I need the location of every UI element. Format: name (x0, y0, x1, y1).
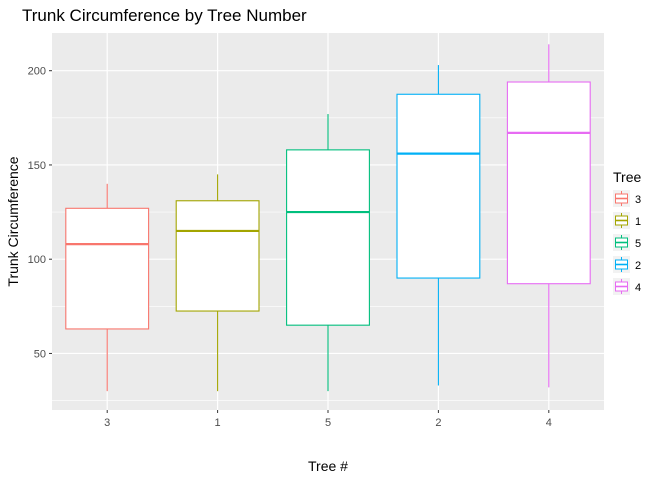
box-tree-4 (506, 44, 591, 388)
y-tick-label: 100 (28, 254, 46, 266)
box-iqr (506, 81, 591, 285)
box-iqr (175, 200, 260, 312)
legend-label: 1 (635, 216, 641, 228)
x-axis: 3 1 5 2 4 (104, 410, 552, 429)
legend-item-3: 3 (613, 190, 641, 207)
box-tree-5 (286, 114, 370, 392)
legend-item-1: 1 (613, 212, 641, 229)
chart-title: Trunk Circumference by Tree Number (22, 6, 307, 25)
y-tick-label: 50 (34, 348, 46, 360)
y-axis-title: Trunk Circumference (5, 156, 21, 286)
y-axis: 50 100 150 200 (28, 66, 52, 360)
legend-item-5: 5 (613, 234, 641, 251)
box-tree-3 (65, 183, 150, 392)
legend-label: 3 (635, 194, 641, 206)
x-tick-label: 2 (435, 417, 441, 429)
legend-label: 2 (635, 260, 641, 272)
legend-label: 5 (635, 238, 641, 250)
box-tree-2 (396, 65, 481, 386)
boxes-layer (65, 44, 591, 392)
legend-label: 4 (635, 282, 641, 294)
box-iqr (396, 93, 481, 279)
y-tick-label: 200 (28, 66, 46, 78)
legend-title: Tree (613, 169, 641, 185)
x-tick-label: 5 (325, 417, 331, 429)
box-iqr (65, 207, 150, 330)
x-tick-label: 4 (546, 417, 552, 429)
box-iqr (286, 149, 370, 326)
x-axis-title: Tree # (308, 458, 348, 474)
y-tick-label: 150 (28, 160, 46, 172)
legend: Tree 3 1 5 2 4 (613, 169, 641, 295)
legend-item-2: 2 (613, 256, 641, 273)
x-tick-label: 1 (215, 417, 221, 429)
x-tick-label: 3 (104, 417, 110, 429)
legend-item-4: 4 (613, 278, 641, 295)
box-tree-1 (175, 174, 260, 392)
